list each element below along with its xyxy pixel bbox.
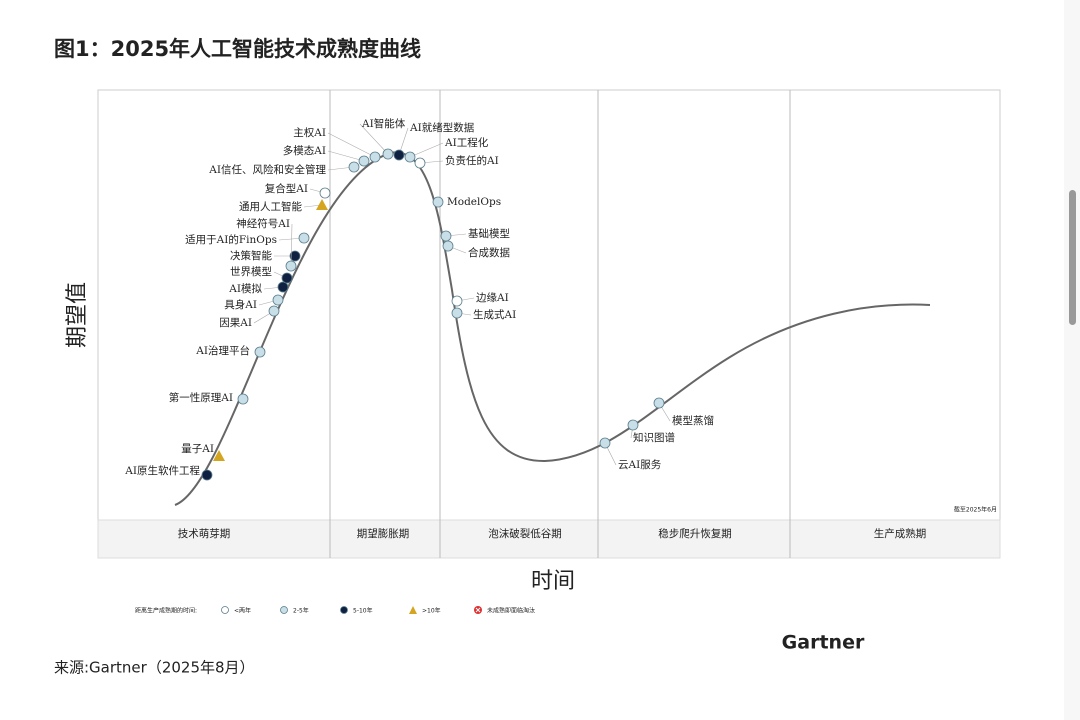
note: 截至2025年6月	[954, 506, 997, 514]
hype-curve	[174, 151, 931, 506]
leader	[359, 123, 389, 155]
legend-marker	[221, 606, 229, 614]
node-label: 边缘AI	[476, 291, 509, 304]
phase-label: 期望膨胀期	[357, 527, 410, 540]
legend-label: >10年	[422, 607, 441, 615]
node-marker	[442, 240, 454, 252]
node-label: 适用于AI的FinOps	[185, 233, 277, 246]
node-marker	[237, 393, 249, 405]
node-marker	[627, 419, 639, 431]
node-marker	[653, 397, 665, 409]
node-marker	[358, 155, 370, 167]
node-label: 量子AI	[181, 443, 214, 455]
leader	[327, 132, 376, 158]
phase-label: 生产成熟期	[874, 527, 927, 540]
leader	[290, 223, 293, 267]
title: 图1：2025年人工智能技术成熟度曲线	[54, 37, 421, 61]
legend-marker	[280, 606, 288, 614]
node-label: 通用人工智能	[239, 200, 302, 213]
node-label: 云AI服务	[618, 458, 662, 471]
node-label: AI治理平台	[195, 344, 250, 357]
node-label: AI智能体	[361, 117, 406, 130]
legend-x	[475, 607, 481, 613]
node-marker	[432, 196, 444, 208]
node-marker	[382, 148, 394, 160]
node-marker	[599, 437, 611, 449]
scrollbar[interactable]	[1064, 0, 1080, 720]
node-marker	[298, 232, 310, 244]
legend-label: 2-5年	[293, 607, 309, 615]
node-marker	[440, 230, 452, 242]
diagram: 技术萌芽期 期望膨胀期 泡沫破裂低谷期 稳步爬升恢复期 生产成熟期 AI原生软件工程 量子A…	[124, 117, 926, 615]
node-label: AI模拟	[228, 282, 262, 295]
legend-label: 5-10年	[353, 607, 373, 615]
legend-label: <两年	[234, 607, 251, 615]
node-marker	[289, 250, 301, 262]
node-marker	[404, 151, 416, 163]
node-marker	[319, 187, 331, 199]
node-label: 神经符号AI	[236, 217, 290, 230]
y-axis-label: 期望值	[65, 282, 90, 348]
node-label: 决策智能	[230, 249, 272, 262]
node-label: 知识图谱	[633, 431, 675, 444]
legend-marker	[409, 606, 417, 614]
node-label: 世界模型	[230, 265, 272, 278]
node-marker	[201, 469, 213, 481]
node-marker	[281, 272, 293, 284]
node-marker	[451, 307, 463, 319]
node-label: AI就绪型数据	[409, 121, 475, 134]
node-marker	[272, 294, 284, 306]
node-label: ModelOps	[447, 196, 501, 208]
node-marker	[268, 305, 280, 317]
source: 来源:Gartner（2025年8月）	[54, 659, 255, 677]
legend-title: 距离生产成熟期的时间:	[135, 607, 197, 615]
legend-marker	[340, 606, 348, 614]
leader	[409, 142, 444, 158]
node-label: 主权AI	[293, 126, 326, 139]
legend-label: 未成熟即面临淘汰	[487, 607, 535, 615]
node-marker	[414, 157, 426, 169]
node-marker	[393, 149, 405, 161]
node-marker	[285, 260, 297, 272]
logo: Gartner	[782, 632, 865, 654]
node-label: 因果AI	[219, 317, 252, 329]
phase-label: 技术萌芽期	[178, 527, 231, 540]
node-label: 具身AI	[224, 298, 257, 311]
scroll-thumb[interactable]	[1069, 190, 1076, 325]
node-label: 合成数据	[468, 246, 510, 259]
phase-label: 泡沫破裂低谷期	[488, 527, 562, 540]
phase-band	[97, 519, 1001, 559]
node-label: AI工程化	[444, 136, 489, 149]
node-label: AI信任、风险和安全管理	[208, 163, 326, 176]
node-label: 模型蒸馏	[672, 414, 714, 427]
node-label: 多模态AI	[283, 144, 326, 157]
node-label: 基础模型	[468, 227, 510, 240]
leader	[327, 150, 365, 162]
node-marker	[254, 346, 266, 358]
phase-label: 稳步爬升恢复期	[658, 527, 732, 540]
node-label: AI原生软件工程	[124, 464, 200, 477]
dividers	[329, 90, 791, 558]
node-label: 第一性原理AI	[169, 391, 233, 404]
node-marker	[213, 450, 225, 461]
node-marker	[451, 295, 463, 307]
node-marker	[277, 281, 289, 293]
node-label: 生成式AI	[473, 308, 516, 321]
node-marker	[316, 199, 328, 210]
node-label: 复合型AI	[265, 182, 308, 195]
x-axis-label: 时间	[531, 569, 575, 594]
node-marker	[369, 151, 381, 163]
node-label: 负责任的AI	[445, 154, 499, 167]
node-marker	[348, 161, 360, 173]
